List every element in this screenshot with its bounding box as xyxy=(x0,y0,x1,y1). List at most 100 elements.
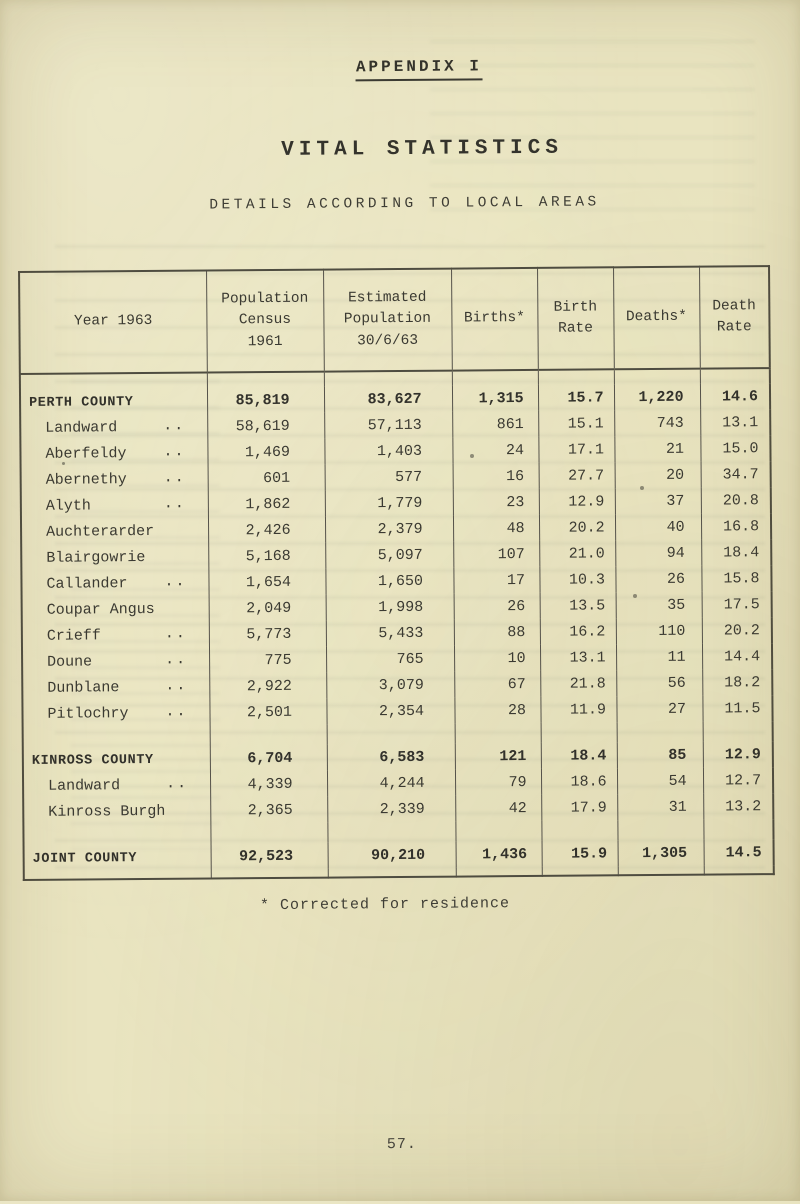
birth_rate-cell: 15.1 xyxy=(538,410,615,437)
area-name-cell: Coupar Angus xyxy=(22,596,209,623)
leader-dots: .. xyxy=(165,775,189,793)
deaths-cell: 40 xyxy=(614,513,702,541)
est-cell: 765 xyxy=(325,645,455,673)
area-name: Blairgowrie xyxy=(46,548,146,567)
area-name: Aberfeldy xyxy=(45,444,127,463)
est-cell: 1,403 xyxy=(324,437,453,465)
page-subtitle: DETAILS ACCORDING TO LOCAL AREAS xyxy=(209,194,600,214)
census-cell: 4,339 xyxy=(209,770,328,798)
area-name-cell: Landward.. xyxy=(23,772,210,799)
death_rate-cell: 20.2 xyxy=(701,617,772,644)
est-cell: 2,379 xyxy=(324,515,454,543)
deaths-cell: 35 xyxy=(615,591,702,619)
column-header-births: Births* xyxy=(451,267,538,371)
area-name: Landward xyxy=(45,418,118,437)
births-cell: 861 xyxy=(452,410,539,438)
area-name: Pitlochry xyxy=(47,704,129,723)
area-name-cell: Alyth.. xyxy=(21,492,208,519)
est-cell: 577 xyxy=(324,463,453,491)
deaths-cell: 1,305 xyxy=(617,839,704,867)
death_rate-cell: 16.8 xyxy=(700,513,772,540)
birth_rate-cell: 18.4 xyxy=(540,742,617,769)
area-name-cell: Crieff.. xyxy=(22,622,209,649)
area-name-cell: JOINT COUNTY xyxy=(24,843,211,870)
area-name-cell: Landward.. xyxy=(20,414,207,441)
column-header-deaths: Deaths* xyxy=(613,266,700,370)
leader-dots: .. xyxy=(163,469,186,487)
page-number: 57. xyxy=(386,1135,417,1154)
births-cell: 48 xyxy=(452,514,540,542)
deaths-cell: 56 xyxy=(616,669,703,697)
area-name: Auchterarder xyxy=(46,522,155,541)
birth_rate-cell: 18.6 xyxy=(540,768,618,795)
area-name-cell: Kinross Burgh xyxy=(23,797,210,824)
birth_rate-cell: 17.9 xyxy=(541,794,618,821)
births-cell: 79 xyxy=(454,768,542,796)
births-cell: 67 xyxy=(454,670,541,698)
est-cell: 83,627 xyxy=(323,385,453,413)
area-name-cell: Aberfeldy.. xyxy=(20,440,207,467)
appendix-heading: APPENDIX I xyxy=(355,57,483,82)
area-name-cell: KINROSS COUNTY xyxy=(23,746,210,773)
table-body: PERTH COUNTY 85,819 83,627 1,315 15.7 1,220 14… xyxy=(20,368,774,880)
census-cell: 85,819 xyxy=(206,386,325,414)
births-cell: 42 xyxy=(455,794,542,822)
area-name: Abernethy xyxy=(45,470,127,489)
deaths-cell: 743 xyxy=(614,409,701,437)
deaths-cell: 54 xyxy=(616,767,704,795)
area-name: Crieff xyxy=(46,626,101,645)
birth_rate-cell: 10.3 xyxy=(539,566,616,593)
death_rate-cell: 11.5 xyxy=(702,695,773,722)
area-name-cell: PERTH COUNTY xyxy=(20,388,207,415)
death_rate-cell: 13.1 xyxy=(700,409,771,436)
deaths-cell: 31 xyxy=(617,793,704,821)
census-cell: 2,922 xyxy=(209,672,327,700)
deaths-cell: 1,220 xyxy=(613,383,701,411)
leader-dots: .. xyxy=(165,651,188,669)
death_rate-cell: 14.6 xyxy=(699,383,771,410)
footnote: * Corrected for residence xyxy=(259,895,511,915)
births-cell: 88 xyxy=(453,618,540,646)
area-name-cell: Blairgowrie xyxy=(21,544,208,571)
census-cell: 5,773 xyxy=(208,620,326,648)
census-cell: 2,049 xyxy=(208,594,326,622)
est-cell: 2,354 xyxy=(326,697,455,725)
area-name: Coupar Angus xyxy=(46,600,155,619)
births-cell: 107 xyxy=(453,540,540,568)
est-cell: 1,998 xyxy=(325,593,454,621)
birth_rate-cell: 11.9 xyxy=(540,696,617,723)
column-header-area: Year 1963 xyxy=(19,270,207,374)
area-name: Callander xyxy=(46,574,128,593)
births-cell: 17 xyxy=(453,566,540,594)
area-name: Alyth xyxy=(45,496,91,515)
deaths-cell: 20 xyxy=(614,461,701,489)
scan-speck xyxy=(633,594,637,598)
leader-dots: .. xyxy=(165,703,188,721)
area-name: Kinross Burgh xyxy=(48,802,166,821)
birth_rate-cell: 16.2 xyxy=(539,618,616,645)
census-cell: 58,619 xyxy=(207,412,325,440)
death_rate-cell: 17.5 xyxy=(701,591,772,618)
birth_rate-cell: 15.9 xyxy=(541,840,618,867)
area-name-cell: Dunblane.. xyxy=(22,674,209,701)
death_rate-cell: 18.2 xyxy=(702,669,773,696)
census-cell: 5,168 xyxy=(208,542,326,570)
leader-dots: .. xyxy=(163,417,186,435)
births-cell: 24 xyxy=(452,436,539,464)
birth_rate-cell: 15.7 xyxy=(537,384,615,411)
scan-speck xyxy=(470,454,474,458)
column-header-death_rate: Death Rate xyxy=(699,266,770,369)
page-title: VITAL STATISTICS xyxy=(281,136,563,162)
birth_rate-cell: 13.1 xyxy=(539,644,617,671)
leader-dots: .. xyxy=(163,495,186,513)
census-cell: 2,365 xyxy=(210,796,328,824)
deaths-cell: 85 xyxy=(616,741,703,769)
death_rate-cell: 12.9 xyxy=(702,741,773,768)
est-cell: 4,244 xyxy=(326,769,456,797)
est-cell: 6,583 xyxy=(326,743,455,771)
death_rate-cell: 14.5 xyxy=(703,839,774,866)
area-name-cell: Callander.. xyxy=(21,570,208,597)
death_rate-cell: 15.0 xyxy=(700,435,771,462)
area-name: Landward xyxy=(48,776,121,795)
